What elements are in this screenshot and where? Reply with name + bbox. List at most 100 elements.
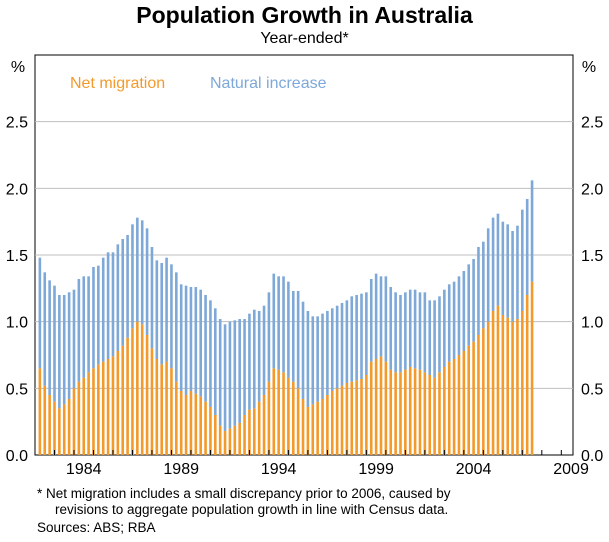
- bar-natural-increase: [43, 272, 47, 386]
- bar-net-migration: [72, 388, 76, 455]
- y-tick-label-right: 1.0: [581, 315, 603, 332]
- bar-net-migration: [452, 359, 456, 455]
- bar-net-migration: [184, 395, 188, 455]
- bar-natural-increase: [394, 292, 397, 373]
- bar-natural-increase: [443, 289, 446, 367]
- bar-net-migration: [389, 369, 393, 455]
- bar-natural-increase: [194, 287, 198, 394]
- bar-net-migration: [170, 368, 173, 455]
- bar-natural-increase: [160, 263, 164, 365]
- bar-natural-increase: [223, 324, 227, 431]
- bar-net-migration: [58, 408, 61, 455]
- bar-natural-increase: [335, 305, 339, 389]
- bar-natural-increase: [330, 308, 334, 391]
- bar-natural-increase: [326, 311, 329, 395]
- bar-natural-increase: [457, 276, 461, 355]
- bar-natural-increase: [272, 273, 276, 369]
- x-tick-label: 1999: [358, 461, 394, 478]
- bar-net-migration: [306, 407, 310, 455]
- bar-natural-increase: [136, 217, 139, 322]
- bar-natural-increase: [257, 311, 261, 402]
- bar-net-migration: [423, 372, 427, 455]
- bar-net-migration: [438, 372, 441, 455]
- bar-natural-increase: [214, 308, 217, 415]
- bar-natural-increase: [404, 292, 407, 370]
- axis-ticks: 0.0 0.0 0.5 0.5 1.0 1.0 1.5 1.5 2.0 2.0 2.5 2.5 1984…: [6, 115, 604, 478]
- bar-net-migration: [360, 379, 363, 455]
- bar-natural-increase: [189, 287, 193, 391]
- bar-net-migration: [301, 399, 305, 455]
- bar-net-migration: [77, 381, 81, 455]
- bar-natural-increase: [62, 295, 66, 405]
- bar-natural-increase: [121, 239, 125, 346]
- bar-net-migration: [418, 369, 422, 455]
- bar-natural-increase: [267, 292, 271, 382]
- bar-net-migration: [296, 388, 300, 455]
- bar-natural-increase: [462, 271, 466, 351]
- bar-net-migration: [209, 407, 212, 455]
- bar-natural-increase: [140, 220, 144, 325]
- bar-net-migration: [67, 399, 71, 455]
- bar-natural-increase: [228, 321, 232, 429]
- bar-net-migration: [214, 415, 217, 455]
- y-tick-label-right: 2.5: [581, 115, 603, 132]
- bar-net-migration: [477, 335, 480, 455]
- bar-natural-increase: [418, 292, 422, 370]
- bar-net-migration: [335, 388, 339, 455]
- bar-natural-increase: [204, 295, 207, 402]
- bar-net-migration: [106, 359, 110, 455]
- bar-net-migration: [511, 321, 514, 455]
- bar-net-migration: [384, 361, 388, 455]
- bar-natural-increase: [87, 276, 90, 373]
- bar-net-migration: [257, 401, 261, 455]
- bar-natural-increase: [233, 320, 237, 426]
- bar-net-migration: [175, 381, 178, 455]
- bar-net-migration: [457, 355, 461, 455]
- bar-net-migration: [43, 385, 47, 455]
- x-tick-label: 2004: [456, 461, 492, 478]
- bar-net-migration: [262, 395, 266, 455]
- bar-net-migration: [228, 428, 232, 455]
- y-tick-label-right: 1.5: [581, 248, 603, 265]
- bar-natural-increase: [477, 247, 480, 335]
- bar-net-migration: [447, 361, 451, 455]
- y-tick-label-left: 1.5: [6, 248, 28, 265]
- bar-natural-increase: [72, 289, 76, 389]
- bar-natural-increase: [111, 252, 115, 357]
- bar-natural-increase: [374, 273, 378, 359]
- bar-natural-increase: [306, 311, 310, 407]
- bar-natural-increase: [506, 224, 509, 318]
- bar-natural-increase: [384, 276, 388, 362]
- bar-natural-increase: [316, 316, 319, 402]
- bar-natural-increase: [482, 241, 485, 329]
- footnote: * Net migration includes a small discrep…: [37, 486, 450, 518]
- bar-net-migration: [467, 345, 471, 455]
- bar-net-migration: [472, 341, 475, 455]
- sources-note: Sources: ABS; RBA: [37, 520, 156, 535]
- y-tick-label-left: 0.0: [6, 448, 28, 465]
- bar-natural-increase: [238, 319, 241, 423]
- bar-natural-increase: [311, 316, 315, 405]
- bar-net-migration: [521, 311, 524, 455]
- bar-net-migration: [238, 423, 241, 455]
- bar-natural-increase: [282, 276, 285, 373]
- bar-natural-increase: [496, 213, 500, 306]
- bar-net-migration: [369, 361, 373, 455]
- bar-natural-increase: [399, 295, 402, 373]
- bar-natural-increase: [452, 281, 456, 359]
- bar-net-migration: [311, 404, 315, 455]
- bar-natural-increase: [296, 291, 300, 389]
- bar-natural-increase: [433, 300, 436, 378]
- footnote-line-1: * Net migration includes a small discrep…: [37, 486, 451, 501]
- bar-net-migration: [340, 385, 344, 455]
- y-axis-label-left: %: [11, 59, 25, 76]
- bar-natural-increase: [170, 264, 173, 369]
- x-tick-label: 1989: [163, 461, 199, 478]
- bar-net-migration: [199, 396, 202, 455]
- bar-net-migration: [204, 401, 207, 455]
- y-tick-label-left: 2.0: [6, 181, 28, 198]
- bar-natural-increase: [150, 247, 154, 349]
- bar-natural-increase: [165, 257, 168, 362]
- bar-net-migration: [243, 415, 246, 455]
- y-tick-label-left: 2.5: [6, 115, 28, 132]
